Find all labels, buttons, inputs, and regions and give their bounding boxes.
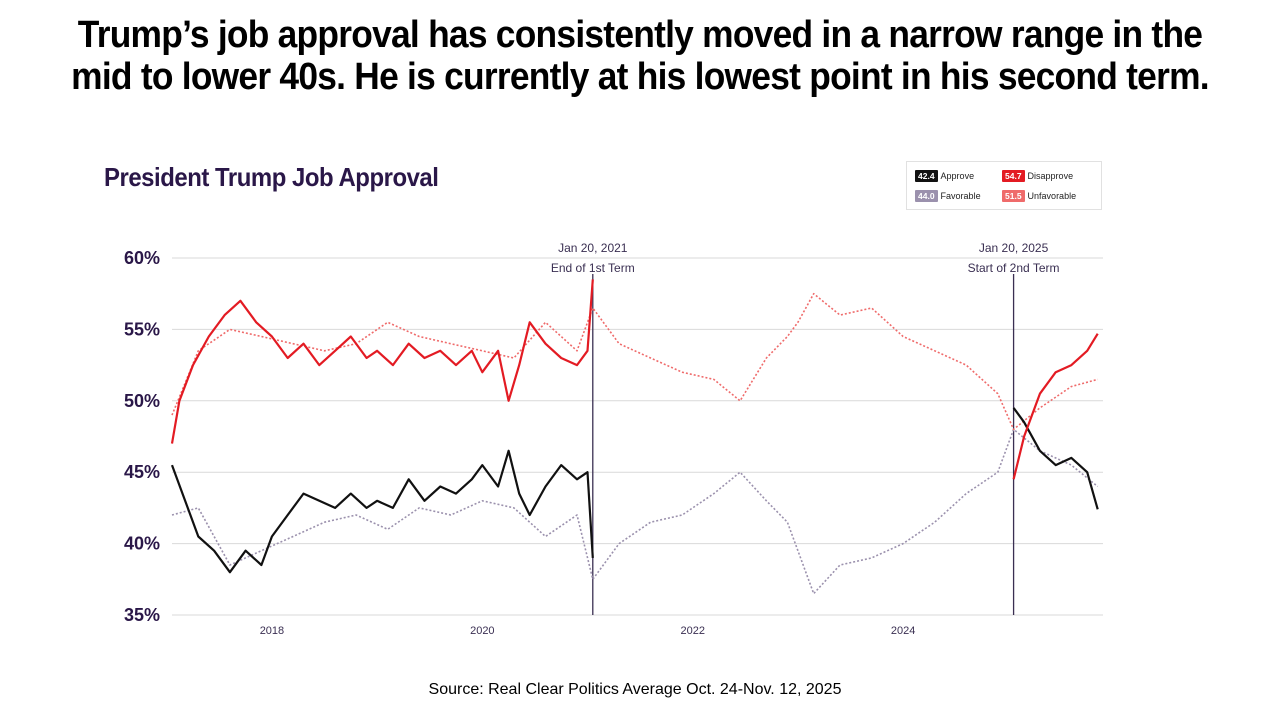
series-line-disapprove (170, 279, 1099, 480)
x-tick-label: 2020 (470, 625, 494, 637)
term-marker-label: End of 1st Term (551, 261, 635, 275)
term-marker-date: Jan 20, 2021 (558, 241, 628, 255)
legend-disapprove: 54.7 Disapprove (1002, 170, 1073, 182)
x-tick-label: 2018 (260, 625, 284, 637)
y-tick-label: 50% (124, 391, 160, 411)
legend-unfavorable-label: Unfavorable (1027, 191, 1077, 201)
legend-approve: 42.4 Approve (915, 170, 974, 182)
series-line-favorable (171, 428, 1099, 595)
legend-approve-label: Approve (940, 171, 975, 181)
chart-title: President Trump Job Approval (104, 162, 439, 192)
source-note: Source: Real Clear Politics Average Oct.… (428, 681, 842, 698)
x-tick-label: 2024 (891, 625, 915, 637)
series-line-unfavorable (171, 292, 1098, 431)
y-tick-label: 40% (124, 534, 160, 554)
x-tick-label: 2022 (680, 625, 704, 637)
term-marker-label: Start of 2nd Term (968, 261, 1060, 275)
legend-favorable: 44.0 Favorable (915, 190, 981, 202)
term-marker-date: Jan 20, 2025 (979, 241, 1049, 255)
legend-disapprove-value: 54.7 (1002, 170, 1025, 182)
chart-legend: 42.4 Approve 54.7 Disapprove 44.0 Favora… (906, 161, 1102, 210)
series-line-approve (170, 407, 1099, 574)
legend-unfavorable: 51.5 Unfavorable (1002, 190, 1076, 202)
slide-title: Trump’s job approval has consistently mo… (71, 14, 1209, 98)
y-tick-label: 45% (124, 462, 160, 482)
y-tick-label: 55% (124, 319, 160, 339)
legend-favorable-label: Favorable (940, 191, 981, 201)
legend-disapprove-label: Disapprove (1027, 171, 1074, 181)
y-tick-label: 35% (124, 605, 160, 625)
legend-favorable-value: 44.0 (915, 190, 938, 202)
legend-unfavorable-value: 51.5 (1002, 190, 1025, 202)
y-tick-label: 60% (124, 248, 160, 268)
legend-approve-value: 42.4 (915, 170, 938, 182)
